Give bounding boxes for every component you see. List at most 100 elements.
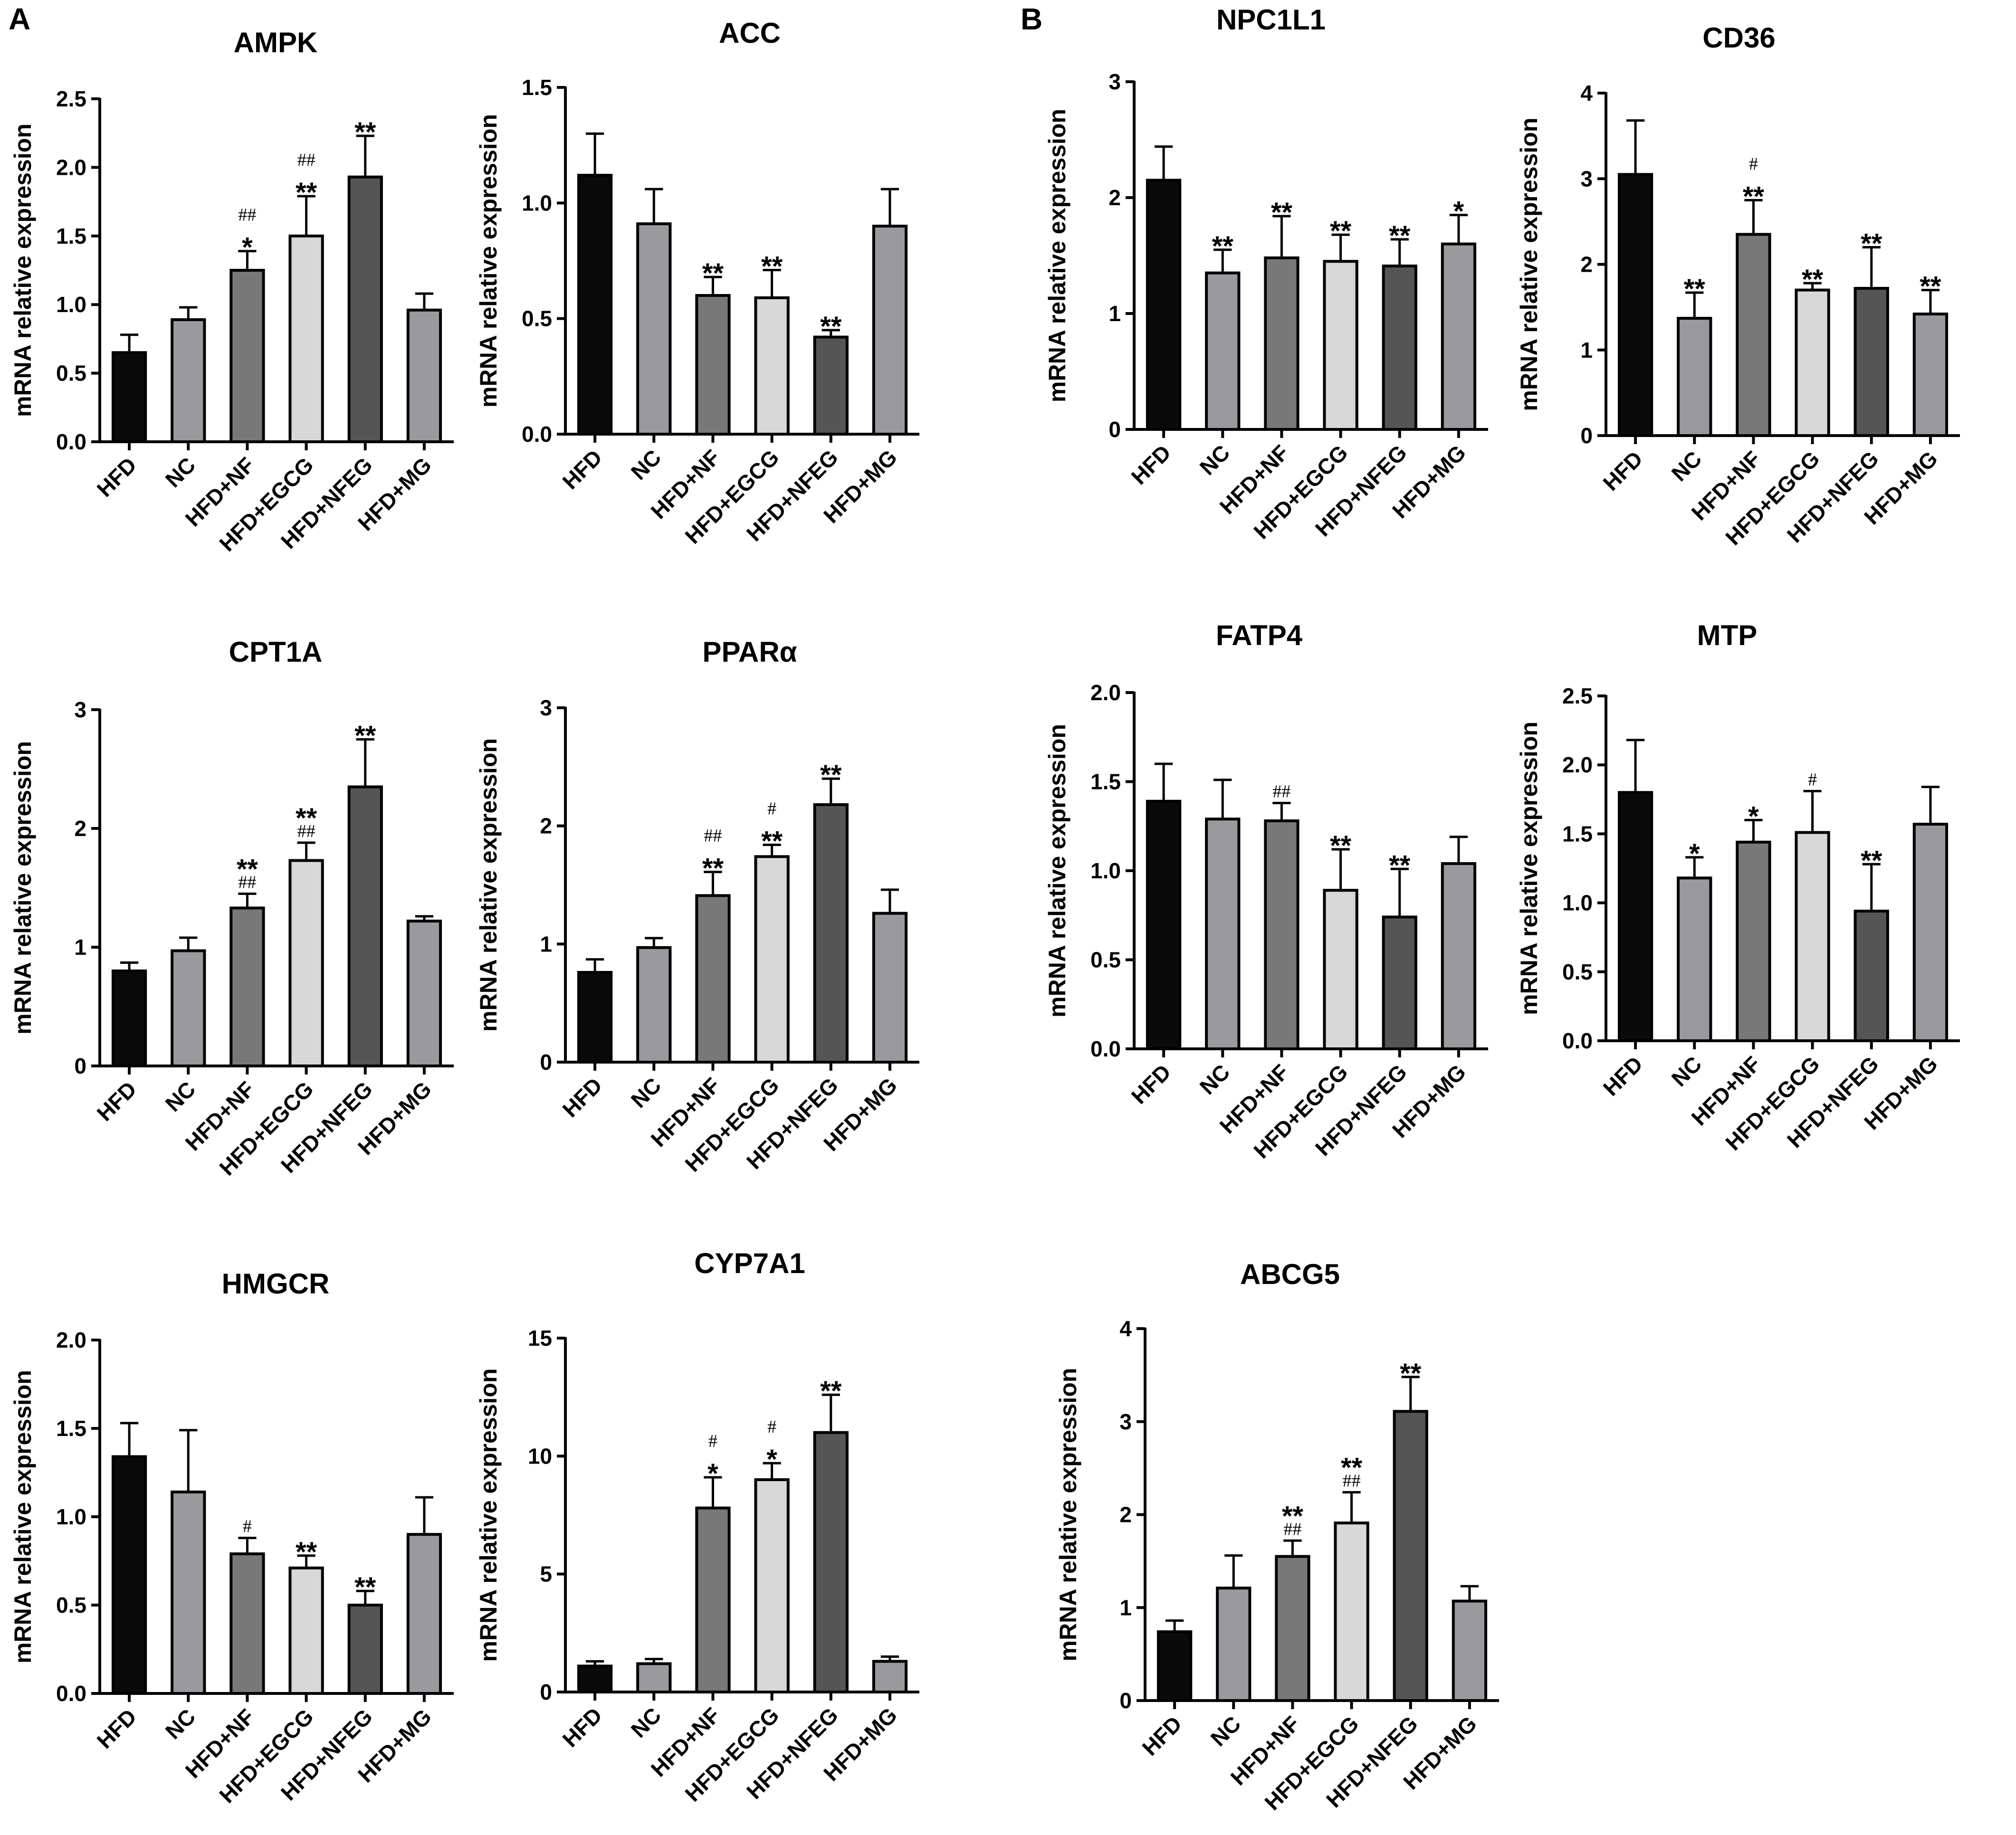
cpt1a-bar-hfd-egcg: [288, 859, 324, 1067]
acc-category-label: NC: [626, 445, 666, 485]
fatp4-category-label: HFD: [1127, 1059, 1176, 1109]
npc1l1-bar-hfd-nf: [1264, 256, 1299, 431]
mtp-bar-hfd: [1617, 791, 1653, 1042]
acc-y-tick-label: 0.0: [522, 422, 552, 447]
cpt1a-bar-nc: [171, 949, 206, 1067]
ppara-significance-star: **: [761, 826, 783, 856]
ampk-bar-nc: [171, 318, 206, 444]
ppara-category-label: HFD: [558, 1073, 607, 1122]
mtp-category-label: NC: [1667, 1051, 1707, 1091]
mtp-y-tick-label: 0.5: [1562, 960, 1593, 984]
abcg5-bar-hfd-nf: [1275, 1555, 1310, 1702]
cyp7a1-category-label: HFD: [558, 1702, 607, 1752]
fatp4-category-label: NC: [1195, 1059, 1235, 1099]
mtp-significance-star: *: [1689, 838, 1700, 869]
panel-label-a: A: [9, 2, 30, 36]
acc-title: ACC: [719, 17, 781, 49]
abcg5-y-tick-label: 0: [1119, 1688, 1132, 1713]
hmgcr-y-tick-label: 0.0: [56, 1681, 86, 1706]
cyp7a1-y-tick-label: 10: [528, 1444, 552, 1468]
fatp4-chart: FATP4 mRNA relative expression 0.0 0.5 1.0 1.…: [1044, 619, 1488, 1163]
cyp7a1-y-tick-label: 15: [528, 1326, 552, 1350]
acc-bar-hfd: [577, 173, 613, 436]
hmgcr-title: HMGCR: [222, 1268, 330, 1300]
cpt1a-significance-hash: ##: [297, 821, 315, 841]
acc-category-label: HFD: [558, 445, 607, 494]
ampk-significance-hash: ##: [238, 205, 256, 225]
fatp4-bar-hfd-nfeg: [1382, 915, 1417, 1050]
ppara-y-tick-label: 2: [540, 814, 552, 838]
cd36-significance-star: **: [1684, 274, 1706, 304]
cyp7a1-bar-hfd: [577, 1664, 613, 1694]
mtp-y-axis-label: mRNA relative expression: [1516, 722, 1542, 1015]
cpt1a-category-label: NC: [161, 1076, 201, 1116]
cpt1a-significance-star: **: [237, 854, 258, 885]
npc1l1-category-label: NC: [1195, 440, 1235, 480]
fatp4-y-tick-label: 0.5: [1090, 948, 1121, 972]
acc-y-tick-label: 1.5: [522, 75, 552, 100]
cpt1a-title: CPT1A: [229, 636, 323, 668]
abcg5-category-label: NC: [1206, 1711, 1246, 1751]
cd36-significance-star: **: [1861, 228, 1882, 259]
abcg5-bar-hfd-nfeg: [1393, 1410, 1428, 1702]
acc-bar-nc: [636, 222, 672, 436]
cd36-bar-hfd-egcg: [1795, 288, 1830, 437]
npc1l1-bar-hfd-egcg: [1323, 260, 1358, 431]
ampk-y-tick-label: 1.0: [56, 292, 86, 317]
ppara-bar-hfd-nfeg: [813, 803, 849, 1064]
ppara-bar-nc: [636, 946, 672, 1064]
ppara-significance-star: **: [702, 853, 724, 884]
mtp-bar-hfd-mg: [1912, 823, 1949, 1043]
mtp-category-label: HFD: [1598, 1051, 1648, 1101]
cyp7a1-bar-hfd-mg: [872, 1660, 908, 1694]
ppara-bar-hfd-mg: [872, 912, 908, 1064]
fatp4-significance-hash: ##: [1272, 782, 1290, 802]
cyp7a1-y-tick-label: 0: [540, 1680, 552, 1704]
cpt1a-y-tick-label: 1: [74, 935, 86, 960]
cyp7a1-bar-hfd-nfeg: [813, 1431, 849, 1694]
cd36-y-axis-label: mRNA relative expression: [1516, 118, 1542, 411]
hmgcr-bar-hfd: [111, 1455, 147, 1695]
npc1l1-y-tick-label: 0: [1108, 417, 1121, 442]
abcg5-bar-hfd-egcg: [1334, 1521, 1369, 1702]
hmgcr-y-tick-label: 1.0: [56, 1504, 86, 1529]
fatp4-bar-hfd: [1146, 799, 1182, 1050]
mtp-significance-star: *: [1748, 801, 1759, 832]
acc-chart: ACC mRNA relative expression 0.0 0.5 1.0 1.5 H…: [475, 17, 919, 549]
cd36-significance-star: **: [1920, 271, 1941, 302]
mtp-y-tick-label: 2.0: [1562, 752, 1593, 777]
ampk-bar-hfd-nf: [229, 269, 265, 443]
ampk-bar-hfd-nfeg: [347, 175, 383, 443]
mtp-bar-hfd-nfeg: [1854, 910, 1889, 1043]
npc1l1-category-label: HFD: [1127, 440, 1176, 489]
npc1l1-bar-hfd-mg: [1441, 242, 1477, 431]
cd36-bar-hfd-nf: [1736, 233, 1771, 437]
ppara-bar-hfd: [577, 971, 613, 1064]
npc1l1-y-axis-label: mRNA relative expression: [1044, 109, 1070, 402]
abcg5-bar-hfd: [1156, 1630, 1193, 1702]
hmgcr-category-label: NC: [161, 1704, 201, 1744]
ppara-bar-hfd-egcg: [754, 855, 790, 1064]
abcg5-bar-nc: [1216, 1587, 1252, 1702]
fatp4-bar-nc: [1205, 818, 1241, 1050]
cd36-significance-hash: #: [1749, 154, 1758, 174]
ampk-significance-star: **: [354, 117, 376, 148]
cpt1a-y-axis-label: mRNA relative expression: [10, 741, 36, 1035]
cpt1a-bar-hfd: [111, 970, 147, 1067]
abcg5-y-tick-label: 1: [1119, 1595, 1132, 1620]
hmgcr-significance-hash: #: [243, 1517, 252, 1537]
cpt1a-significance-hash: ##: [238, 873, 256, 893]
mtp-y-tick-label: 1.5: [1562, 821, 1593, 846]
hmgcr-y-axis-label: mRNA relative expression: [10, 1370, 36, 1664]
cpt1a-significance-star: **: [354, 721, 376, 751]
acc-significance-star: **: [761, 251, 783, 282]
panel-label-b: B: [1021, 2, 1042, 36]
npc1l1-significance-star: **: [1330, 216, 1352, 247]
npc1l1-significance-star: **: [1271, 197, 1293, 228]
acc-bar-hfd-egcg: [754, 296, 790, 436]
hmgcr-y-tick-label: 2.0: [56, 1328, 86, 1352]
abcg5-title: ABCG5: [1240, 1258, 1340, 1290]
